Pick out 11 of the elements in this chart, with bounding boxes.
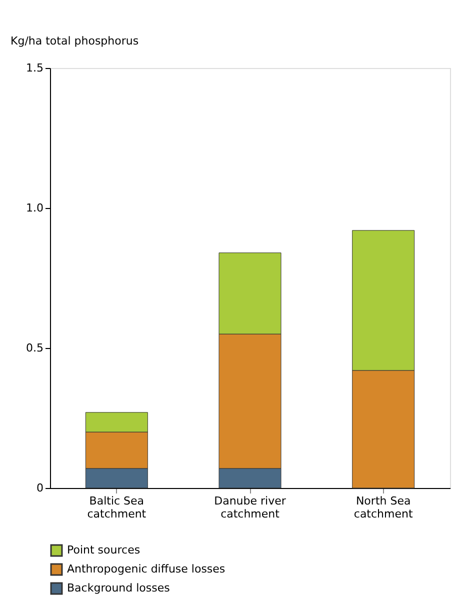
x-tick-label: Baltic Sea catchment (87, 494, 147, 520)
y-axis-title: Kg/ha total phosphorus (10, 34, 139, 48)
x-tick-label: Danube river catchment (214, 494, 286, 520)
y-tick-label: 1.0 (26, 202, 44, 214)
x-tick-label: North Sea catchment (354, 494, 414, 520)
y-tick-label: 1.5 (26, 62, 44, 74)
y-tick-label: 0.5 (26, 342, 44, 354)
legend-label: Background losses (67, 582, 170, 594)
y-tick-label: 0 (36, 482, 44, 494)
legend-label: Point sources (67, 544, 140, 556)
legend-label: Anthropogenic diffuse losses (67, 562, 226, 576)
